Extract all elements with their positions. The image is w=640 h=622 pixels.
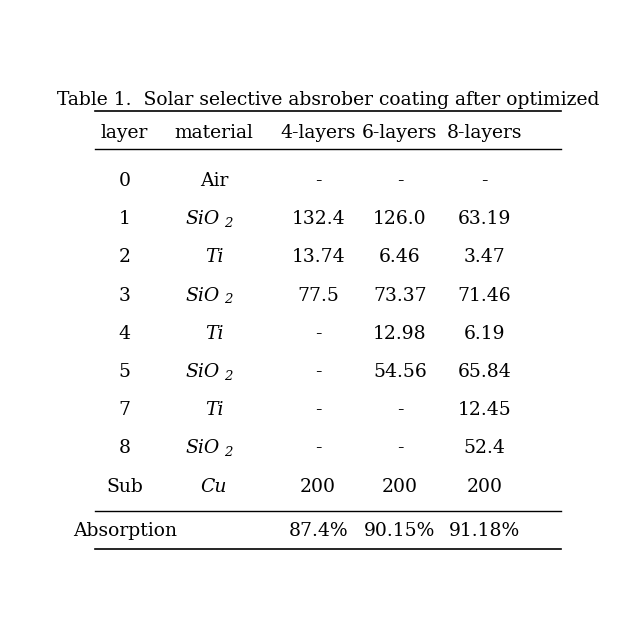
Text: -: - [481,172,488,190]
Text: 63.19: 63.19 [458,210,511,228]
Text: 7: 7 [118,401,131,419]
Text: 4: 4 [118,325,131,343]
Text: 91.18%: 91.18% [449,522,520,540]
Text: 200: 200 [466,478,502,496]
Text: 8: 8 [118,439,131,457]
Text: 2: 2 [118,248,131,266]
Text: 200: 200 [382,478,418,496]
Text: 73.37: 73.37 [373,287,427,305]
Text: -: - [315,401,321,419]
Text: Ti: Ti [205,325,223,343]
Text: 65.84: 65.84 [458,363,511,381]
Text: 2: 2 [223,369,232,383]
Text: 6-layers: 6-layers [362,124,438,142]
Text: 12.98: 12.98 [373,325,427,343]
Text: -: - [315,172,321,190]
Text: 5: 5 [118,363,131,381]
Text: 6.46: 6.46 [379,248,420,266]
Text: 87.4%: 87.4% [288,522,348,540]
Text: 2: 2 [223,217,232,230]
Text: 8-layers: 8-layers [447,124,522,142]
Text: Air: Air [200,172,228,190]
Text: SiO: SiO [186,439,220,457]
Text: Absorption: Absorption [73,522,177,540]
Text: -: - [397,172,403,190]
Text: 77.5: 77.5 [297,287,339,305]
Text: 90.15%: 90.15% [364,522,436,540]
Text: -: - [397,439,403,457]
Text: Ti: Ti [205,401,223,419]
Text: -: - [397,401,403,419]
Text: Table 1.  Solar selective absrober coating after optimized: Table 1. Solar selective absrober coatin… [57,91,599,109]
Text: Sub: Sub [106,478,143,496]
Text: 4-layers: 4-layers [280,124,356,142]
Text: 2: 2 [223,294,232,307]
Text: Ti: Ti [205,248,223,266]
Text: 54.56: 54.56 [373,363,427,381]
Text: 6.19: 6.19 [463,325,505,343]
Text: 3: 3 [118,287,131,305]
Text: 132.4: 132.4 [291,210,345,228]
Text: 52.4: 52.4 [463,439,505,457]
Text: SiO: SiO [186,210,220,228]
Text: 2: 2 [223,446,232,459]
Text: 12.45: 12.45 [458,401,511,419]
Text: material: material [175,124,253,142]
Text: 0: 0 [118,172,131,190]
Text: 1: 1 [118,210,131,228]
Text: -: - [315,439,321,457]
Text: 71.46: 71.46 [458,287,511,305]
Text: 126.0: 126.0 [373,210,427,228]
Text: 200: 200 [300,478,336,496]
Text: -: - [315,325,321,343]
Text: 3.47: 3.47 [463,248,505,266]
Text: -: - [315,363,321,381]
Text: 13.74: 13.74 [291,248,345,266]
Text: layer: layer [101,124,148,142]
Text: SiO: SiO [186,363,220,381]
Text: SiO: SiO [186,287,220,305]
Text: Cu: Cu [201,478,227,496]
